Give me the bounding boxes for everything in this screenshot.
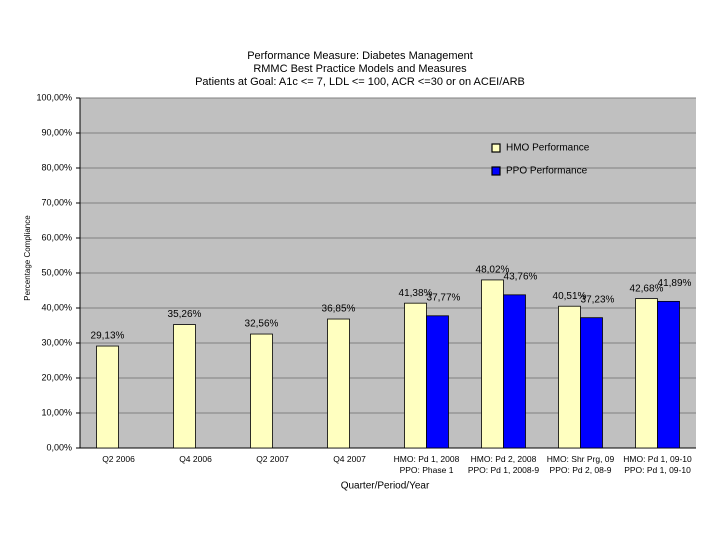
value-label: 42,68% — [630, 283, 664, 294]
bar — [173, 324, 196, 449]
bar — [635, 298, 658, 449]
y-tick-label: 20,00% — [41, 372, 72, 382]
y-tick-label: 80,00% — [41, 162, 72, 172]
x-axis-label: Quarter/Period/Year — [341, 481, 430, 492]
value-label: 43,76% — [504, 271, 538, 282]
y-tick-label: 70,00% — [41, 197, 72, 207]
x-tick-label: HMO: Pd 1, 2008 PPO: Phase 1 — [393, 454, 460, 475]
x-tick-label: HMO: Pd 1, 09-10 PPO: Pd 1, 09-10 — [623, 454, 692, 475]
value-label: 29,13% — [91, 331, 125, 342]
y-axis-label: Percentage Compliance — [23, 215, 32, 301]
value-label: 41,38% — [399, 288, 433, 299]
value-label: 41,89% — [658, 278, 692, 289]
x-tick-label: Q4 2007 — [333, 454, 366, 464]
bar — [657, 300, 680, 449]
value-label: 35,26% — [168, 309, 202, 320]
legend-label: HMO Performance — [506, 143, 590, 154]
legend-swatch — [491, 143, 501, 153]
x-tick-label: Q2 2007 — [256, 454, 289, 464]
y-tick-label: 60,00% — [41, 232, 72, 242]
bar — [250, 333, 273, 449]
bar — [404, 302, 427, 449]
bar — [96, 345, 119, 449]
x-tick-label: HMO: Shr Prg, 09 PPO: Pd 2, 08-9 — [546, 454, 615, 475]
x-tick-label: HMO: Pd 2, 2008 PPO: Pd 1, 2008-9 — [467, 454, 540, 475]
y-tick-label: 30,00% — [41, 337, 72, 347]
y-tick-label: 0,00% — [46, 442, 72, 452]
bar — [580, 317, 603, 449]
x-tick-label: Q4 2006 — [179, 454, 212, 464]
bar — [481, 279, 504, 449]
bar — [327, 318, 350, 449]
y-tick-label: 50,00% — [41, 267, 72, 277]
chart-title: Performance Measure: Diabetes Management… — [195, 50, 525, 88]
y-tick-label: 100,00% — [36, 92, 72, 102]
value-label: 48,02% — [476, 265, 510, 276]
value-label: 36,85% — [322, 304, 356, 315]
legend-swatch — [491, 166, 501, 176]
y-tick-label: 40,00% — [41, 302, 72, 312]
value-label: 32,56% — [245, 319, 279, 330]
value-label: 40,51% — [553, 291, 587, 302]
legend-label: PPO Performance — [506, 166, 588, 177]
y-tick-label: 90,00% — [41, 127, 72, 137]
value-label: 37,77% — [427, 292, 461, 303]
x-tick-label: Q2 2006 — [102, 454, 135, 464]
bar — [426, 315, 449, 449]
bar — [558, 305, 581, 449]
value-label: 37,23% — [581, 294, 615, 305]
y-tick-label: 10,00% — [41, 407, 72, 417]
bar — [503, 294, 526, 449]
